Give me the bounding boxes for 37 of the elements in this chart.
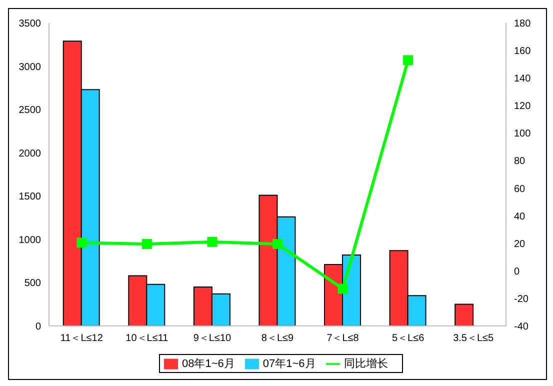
y-tick-label: 1500 [18, 192, 42, 203]
point [338, 284, 348, 294]
y-tick-label: 2500 [18, 105, 42, 116]
point [272, 238, 282, 249]
y2-tick-label: 160 [514, 46, 532, 58]
y2-tick-label: 140 [514, 74, 532, 85]
x-tick-label: 9＜L≤10 [193, 333, 232, 344]
x-tick-label: 7＜L≤8 [326, 333, 360, 344]
x-tick-label: 5＜L≤6 [392, 333, 425, 344]
point [403, 55, 414, 66]
y-tick-label: 1000 [18, 234, 42, 246]
y2-tick-label: -40 [514, 321, 529, 332]
point [207, 236, 218, 247]
y2-tick-label: 60 [514, 184, 526, 195]
y-tick-label: 3000 [18, 62, 42, 73]
x-tick-label: 8＜L≤9 [261, 333, 294, 344]
y2-tick-label: 180 [514, 18, 532, 30]
point [142, 238, 152, 249]
y-tick-label: 0 [35, 321, 42, 332]
y2-tick-label: 120 [514, 101, 532, 112]
y2-tick-label: -20 [514, 294, 529, 305]
y2-tick-label: 20 [514, 238, 526, 250]
x-tick-label: 3.5＜L≤5 [453, 333, 494, 344]
y2-tick-label: 100 [514, 128, 532, 140]
y-tick-label: 500 [24, 278, 42, 290]
y-tick-label: 3500 [18, 18, 42, 30]
y2-tick-label: 80 [514, 156, 526, 168]
y-tick-label: 2000 [18, 148, 42, 160]
x-tick-label: 11＜L≤12 [60, 333, 104, 344]
legend-label: 同比增长 [344, 358, 388, 370]
x-tick-label: 10＜L≤11 [126, 333, 169, 344]
bar [454, 304, 474, 326]
legend-label: 08年1~6月 [182, 358, 235, 370]
legend-label: 07年1~6月 [262, 358, 316, 370]
point [76, 238, 87, 248]
y2-tick-label: 40 [514, 211, 526, 222]
y2-tick-label: 0 [514, 266, 520, 278]
